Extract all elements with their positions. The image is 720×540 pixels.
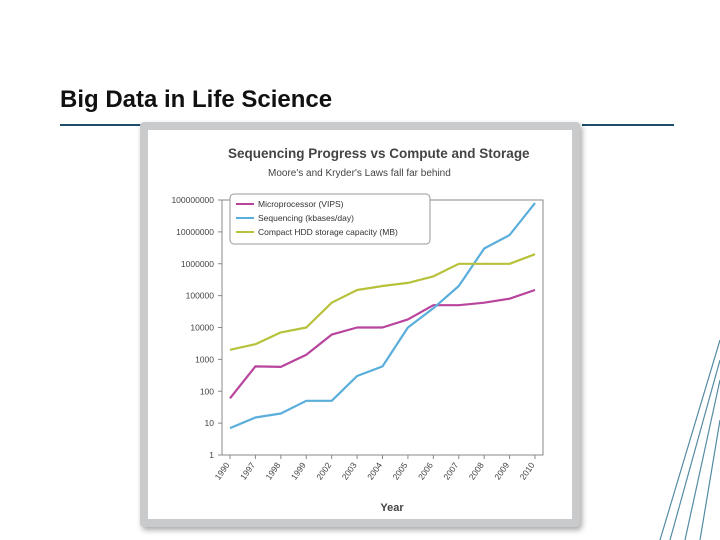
y-tick-label: 100000 bbox=[186, 291, 215, 301]
y-tick-label: 1000000 bbox=[181, 259, 214, 269]
x-tick-label: 2004 bbox=[365, 460, 384, 481]
y-tick-label: 1 bbox=[209, 450, 214, 460]
chart: Sequencing Progress vs Compute and Stora… bbox=[171, 146, 544, 514]
legend-label: Microprocessor (VIPS) bbox=[258, 199, 344, 209]
x-tick-label: 1998 bbox=[263, 460, 282, 481]
y-tick-label: 100000000 bbox=[171, 195, 214, 205]
x-tick-label: 2005 bbox=[391, 460, 410, 481]
chart-panel: Sequencing Progress vs Compute and Stora… bbox=[148, 130, 572, 519]
series-line bbox=[229, 288, 536, 399]
x-tick-label: 1990 bbox=[213, 460, 232, 481]
x-tick-label: 2010 bbox=[518, 460, 537, 481]
chart-frame: Sequencing Progress vs Compute and Stora… bbox=[140, 122, 580, 527]
y-tick-label: 1000 bbox=[195, 354, 214, 364]
title-rule-right bbox=[582, 124, 674, 126]
series-line bbox=[229, 253, 536, 351]
legend-label: Sequencing (kbases/day) bbox=[258, 213, 354, 223]
x-tick-label: 2009 bbox=[492, 460, 511, 481]
slide-title: Big Data in Life Science bbox=[60, 86, 333, 113]
chart-title: Sequencing Progress vs Compute and Stora… bbox=[228, 146, 530, 161]
x-tick-label: 2003 bbox=[340, 460, 359, 481]
title-rule-left bbox=[60, 124, 145, 126]
y-tick-label: 10000000 bbox=[176, 227, 214, 237]
legend-label: Compact HDD storage capacity (MB) bbox=[258, 227, 398, 237]
x-tick-label: 2007 bbox=[441, 460, 460, 481]
y-tick-label: 10000 bbox=[190, 323, 214, 333]
x-axis-label: Year bbox=[380, 502, 404, 514]
series-line bbox=[229, 202, 536, 430]
x-tick-label: 2002 bbox=[314, 460, 333, 481]
y-tick-label: 10 bbox=[205, 418, 215, 428]
x-tick-label: 2008 bbox=[467, 460, 486, 481]
chart-subtitle: Moore's and Kryder's Laws fall far behin… bbox=[268, 168, 451, 179]
x-tick-label: 1997 bbox=[238, 460, 257, 481]
x-tick-label: 1999 bbox=[289, 460, 308, 481]
corner-decoration bbox=[659, 340, 720, 540]
legend-box bbox=[229, 193, 431, 245]
x-tick-label: 2006 bbox=[416, 460, 435, 481]
y-tick-label: 100 bbox=[200, 386, 214, 396]
